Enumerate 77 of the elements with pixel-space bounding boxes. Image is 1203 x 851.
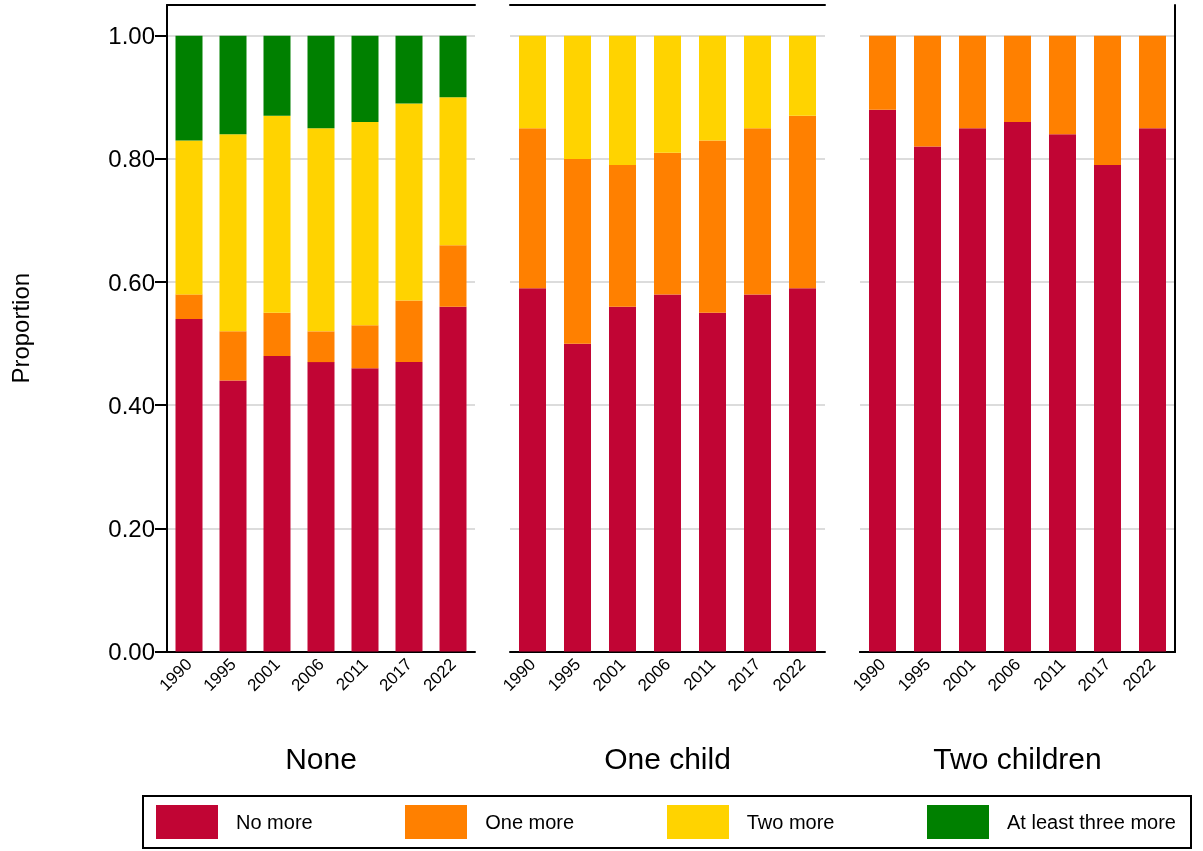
bar bbox=[263, 35, 291, 116]
bar bbox=[1004, 121, 1031, 652]
bar bbox=[1004, 35, 1031, 122]
y-tick-label: 0.00 bbox=[108, 638, 155, 665]
bar bbox=[519, 288, 546, 652]
bar bbox=[564, 158, 591, 344]
bar bbox=[263, 312, 291, 356]
bar bbox=[219, 35, 247, 135]
bar bbox=[869, 35, 896, 110]
bar bbox=[914, 146, 941, 652]
bar bbox=[439, 35, 467, 98]
bar bbox=[307, 35, 335, 129]
bar bbox=[307, 362, 335, 652]
bar bbox=[351, 121, 379, 326]
bar bbox=[1049, 134, 1076, 652]
bar bbox=[699, 312, 726, 652]
bar bbox=[307, 128, 335, 332]
bar bbox=[959, 128, 986, 652]
bar bbox=[351, 325, 379, 369]
bar bbox=[1139, 35, 1166, 129]
x-axis-title: Two children bbox=[933, 742, 1102, 775]
bar bbox=[519, 35, 546, 129]
y-tick-label: 1.00 bbox=[108, 22, 155, 50]
bar bbox=[219, 134, 247, 332]
bar bbox=[351, 368, 379, 652]
bar bbox=[263, 115, 291, 313]
bar bbox=[1094, 35, 1121, 166]
y-tick-label: 0.20 bbox=[108, 514, 155, 542]
y-tick-label: 0.80 bbox=[108, 145, 155, 173]
bar bbox=[1139, 128, 1166, 652]
bar bbox=[744, 128, 771, 295]
bar bbox=[351, 35, 379, 122]
bar bbox=[219, 380, 247, 652]
legend-label: No more bbox=[236, 810, 313, 834]
y-axis-title: Proportion bbox=[6, 272, 34, 384]
bar bbox=[1049, 35, 1076, 135]
y-tick-label: 0.60 bbox=[108, 268, 155, 296]
bar bbox=[654, 35, 681, 153]
bar bbox=[219, 331, 247, 381]
bar bbox=[564, 35, 591, 159]
bar bbox=[744, 35, 771, 129]
bar bbox=[395, 103, 423, 301]
bar bbox=[654, 152, 681, 295]
bar bbox=[789, 288, 816, 652]
legend-label: Two more bbox=[746, 810, 835, 834]
bar bbox=[959, 35, 986, 129]
y-tick-label: 0.40 bbox=[108, 391, 155, 419]
bar bbox=[175, 35, 203, 141]
bar bbox=[439, 306, 467, 652]
bar bbox=[395, 35, 423, 104]
x-axis-title: One child bbox=[604, 742, 731, 775]
bar bbox=[439, 97, 467, 246]
bar bbox=[744, 294, 771, 652]
bar bbox=[1094, 165, 1121, 652]
bar bbox=[609, 35, 636, 166]
bar bbox=[699, 140, 726, 313]
bar bbox=[175, 294, 203, 320]
bar bbox=[519, 128, 546, 289]
bar bbox=[175, 140, 203, 295]
legend-label: One more bbox=[485, 810, 575, 834]
bar bbox=[175, 319, 203, 652]
bar bbox=[789, 35, 816, 116]
x-axis-title: None bbox=[285, 742, 357, 775]
bar bbox=[395, 362, 423, 652]
bar bbox=[699, 35, 726, 141]
bar bbox=[564, 343, 591, 652]
bar bbox=[609, 306, 636, 652]
bar bbox=[307, 331, 335, 363]
bar bbox=[869, 109, 896, 652]
bar bbox=[263, 355, 291, 652]
legend-label: At least three more bbox=[1007, 810, 1176, 834]
bar bbox=[439, 245, 467, 307]
bar bbox=[789, 115, 816, 289]
bar bbox=[914, 35, 941, 147]
bar bbox=[609, 165, 636, 307]
bar bbox=[395, 300, 423, 363]
bar bbox=[654, 294, 681, 652]
